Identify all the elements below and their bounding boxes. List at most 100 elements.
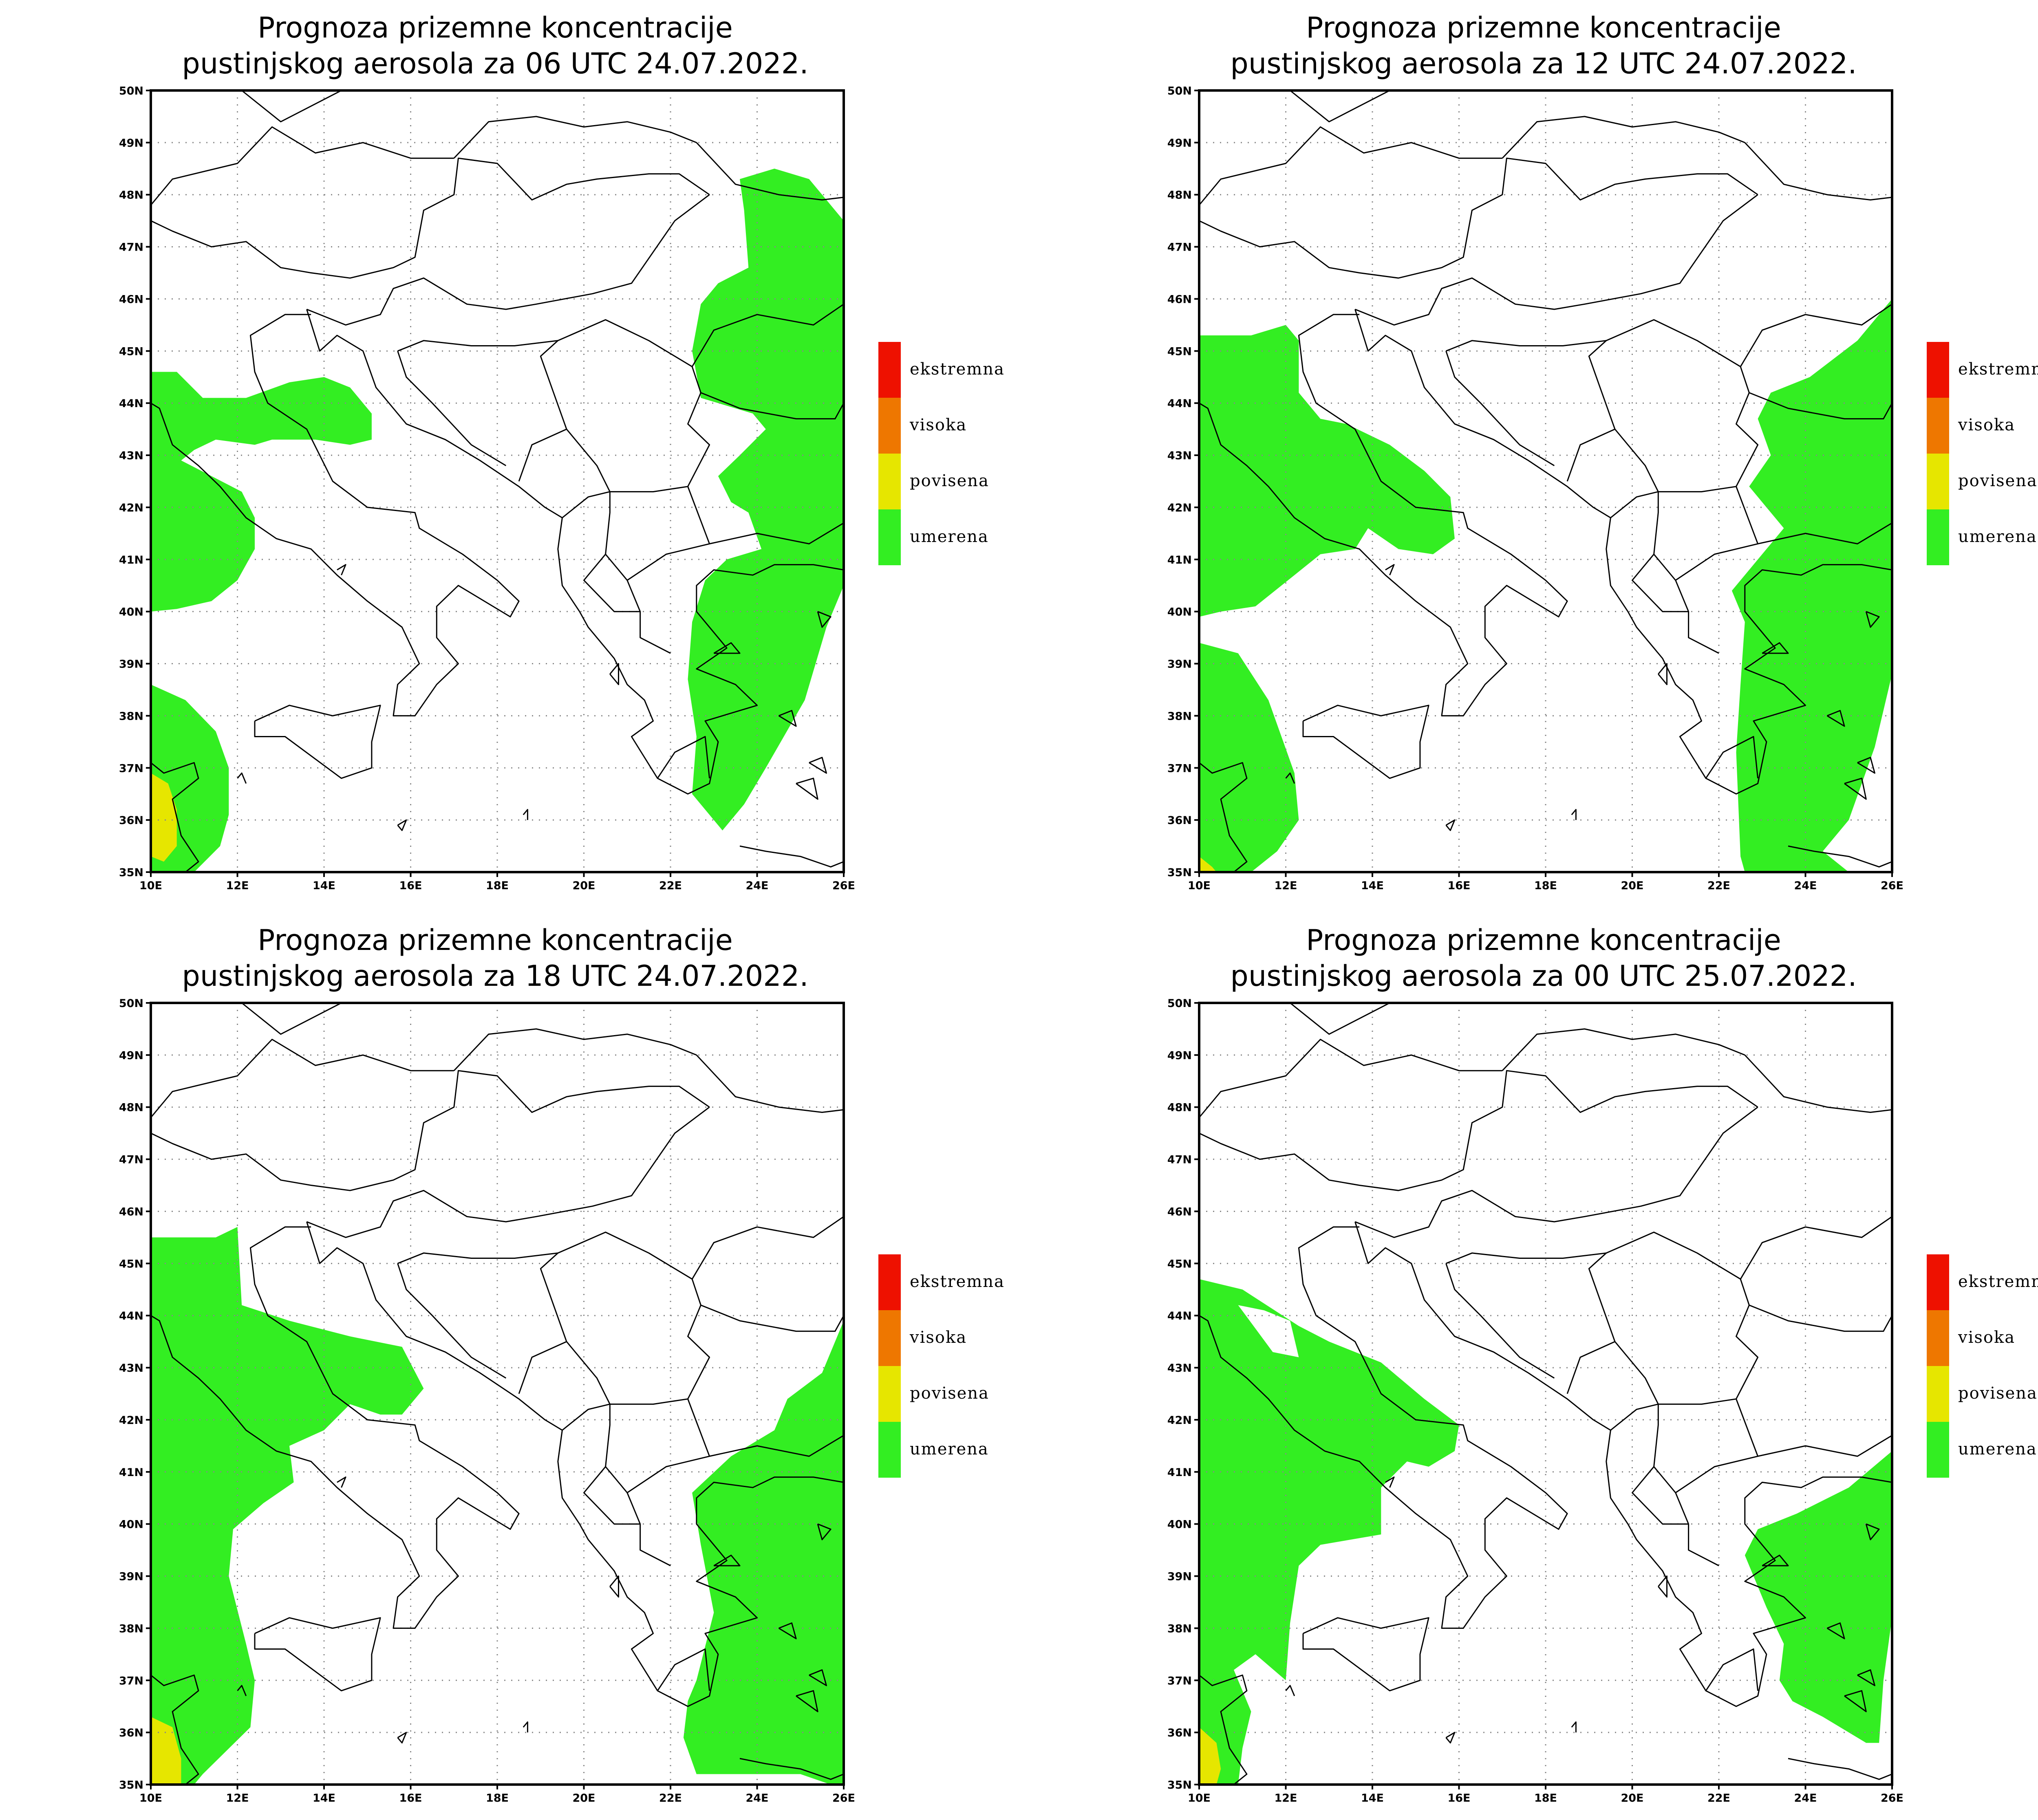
y-tick-label: 40N — [119, 606, 143, 619]
y-tick-label: 35N — [119, 866, 143, 879]
y-tick-label: 47N — [1167, 241, 1192, 254]
x-tick-label: 18E — [486, 879, 509, 892]
x-tick-label: 14E — [313, 879, 335, 892]
area-umerena — [1199, 325, 1455, 617]
x-tick-label: 20E — [1621, 1792, 1643, 1805]
legend-swatch-umerena — [1927, 509, 1949, 565]
aerosol-areas — [1199, 299, 1892, 872]
x-tick-label: 18E — [486, 1792, 509, 1805]
border-line — [1749, 1304, 1892, 1332]
y-tick-label: 47N — [119, 241, 143, 254]
legend: ekstremna visoka povisena umerena — [878, 1254, 1004, 1478]
area-povisena — [1199, 856, 1217, 872]
y-tick-label: 37N — [119, 1675, 143, 1687]
x-tick-label: 10E — [139, 879, 162, 892]
border-line — [151, 1070, 710, 1191]
x-tick-label: 16E — [1447, 879, 1470, 892]
border-line — [713, 1554, 741, 1567]
aerosol-areas — [151, 1227, 844, 1785]
x-tick-label: 14E — [1361, 879, 1384, 892]
x-tick-label: 24E — [746, 879, 768, 892]
x-tick-label: 16E — [399, 1792, 422, 1805]
y-tick-label: 48N — [1167, 1102, 1192, 1114]
x-tick-label: 24E — [746, 1792, 768, 1805]
border-line — [700, 392, 844, 420]
border-line — [1705, 1648, 1759, 1691]
border-line — [657, 736, 710, 779]
legend-swatch-visoka — [878, 398, 901, 454]
x-tick-label: 26E — [832, 879, 855, 892]
area-umerena — [151, 372, 372, 612]
border-line — [609, 663, 619, 685]
border-line — [397, 1263, 507, 1379]
border-line — [1385, 1476, 1395, 1488]
border-line — [558, 1232, 844, 1457]
border-line — [817, 611, 832, 628]
y-tick-label: 48N — [119, 189, 143, 202]
lat-lon-grid — [151, 1003, 844, 1785]
y-tick-label: 43N — [1167, 1362, 1192, 1375]
x-tick-label: 18E — [1534, 1792, 1557, 1805]
x-tick-label: 22E — [1707, 879, 1730, 892]
x-tick-label: 16E — [1447, 1792, 1470, 1805]
border-line — [1290, 1003, 1416, 1035]
y-tick-label: 41N — [1167, 554, 1192, 566]
border-line — [1502, 116, 1745, 159]
y-tick-label: 35N — [1167, 1779, 1192, 1791]
y-tick-label: 43N — [119, 449, 143, 462]
legend-label-ekstremna: ekstremna — [1958, 360, 2038, 379]
border-line — [1614, 429, 1736, 493]
y-tick-label: 44N — [119, 397, 143, 410]
x-tick-label: 14E — [1361, 1792, 1384, 1805]
y-tick-label: 37N — [1167, 762, 1192, 775]
area-umerena — [688, 168, 844, 831]
border-line — [1632, 1466, 1689, 1525]
legend-swatch-povisena — [878, 454, 901, 509]
border-line — [605, 491, 710, 581]
y-tick-label: 46N — [119, 1205, 143, 1218]
legend-label-umerena: umerena — [1958, 527, 2037, 546]
border-line — [566, 429, 688, 493]
x-tick-label: 22E — [659, 879, 682, 892]
border-line — [306, 309, 844, 795]
y-tick-label: 47N — [119, 1154, 143, 1166]
border-line — [1446, 340, 1616, 482]
border-line — [796, 1690, 818, 1712]
y-tick-label: 48N — [1167, 189, 1192, 202]
border-line — [1610, 491, 1659, 518]
y-tick-label: 44N — [1167, 1310, 1192, 1322]
border-line — [1658, 663, 1667, 685]
y-tick-label: 42N — [1167, 1414, 1192, 1427]
border-line — [1705, 736, 1759, 779]
legend-label-ekstremna: ekstremna — [910, 360, 1005, 379]
border-line — [1653, 1404, 1758, 1494]
x-tick-label: 22E — [659, 1792, 682, 1805]
border-line — [254, 1617, 381, 1692]
y-tick-label: 50N — [119, 997, 143, 1010]
border-line — [739, 845, 844, 868]
border-line — [151, 157, 710, 279]
y-tick-label: 46N — [119, 293, 143, 306]
area-povisena — [151, 773, 177, 862]
border-line — [1290, 90, 1416, 123]
legend-label-umerena: umerena — [910, 1440, 989, 1459]
y-tick-label: 37N — [119, 762, 143, 775]
clear-area — [1238, 1305, 1299, 1357]
border-line — [1740, 1216, 1892, 1280]
border-line — [151, 126, 454, 206]
y-tick-label: 40N — [119, 1518, 143, 1531]
border-line — [1285, 1685, 1295, 1697]
border-line — [1658, 1575, 1667, 1598]
border-line — [1865, 1523, 1880, 1540]
y-tick-label: 39N — [1167, 1571, 1192, 1583]
y-tick-label: 38N — [119, 710, 143, 723]
border-line — [1199, 1675, 1248, 1785]
border-line — [1354, 309, 1892, 795]
y-tick-label: 48N — [119, 1102, 143, 1114]
border-line — [562, 491, 610, 518]
border-line — [1675, 580, 1719, 654]
border-line — [1606, 1232, 1892, 1457]
y-tick-label: 37N — [1167, 1675, 1192, 1687]
legend-swatch-umerena — [878, 509, 901, 565]
area-umerena — [1731, 299, 1892, 872]
